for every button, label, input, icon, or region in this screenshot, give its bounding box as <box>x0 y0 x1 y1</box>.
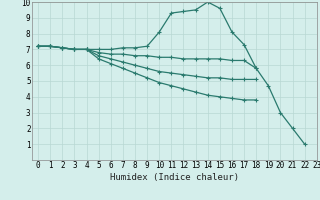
X-axis label: Humidex (Indice chaleur): Humidex (Indice chaleur) <box>110 173 239 182</box>
